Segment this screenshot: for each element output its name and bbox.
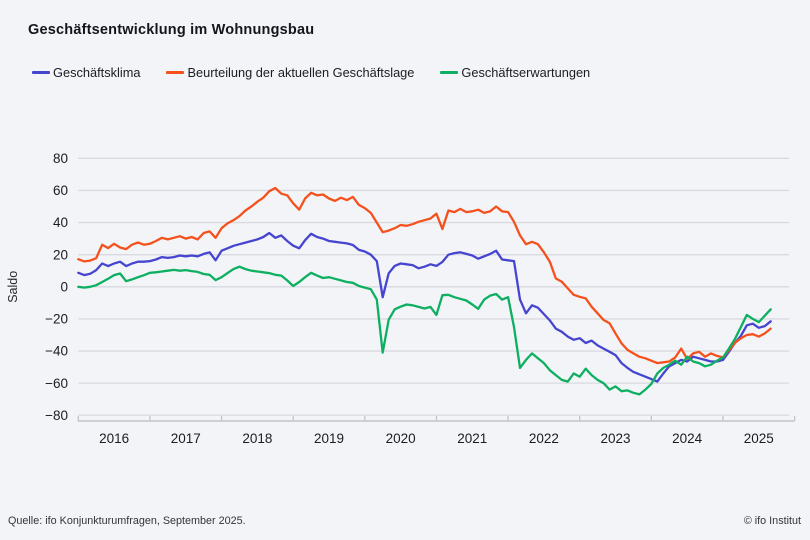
legend-swatch-green-line-icon (440, 71, 459, 74)
x-tick-label-2020: 2020 (386, 431, 416, 446)
x-tick-label-2022: 2022 (529, 431, 559, 446)
legend-item-geschaeftsklima: Geschäftsklima (32, 65, 140, 80)
y-axis-label: Saldo (6, 271, 20, 303)
page-title: Geschäftsentwicklung im Wohnungsbau (28, 22, 315, 38)
x-tick-label-2016: 2016 (99, 431, 129, 446)
x-tick-label-2023: 2023 (601, 431, 631, 446)
series-line-beurteilung-der-aktuellen-gesch-ftslage (77, 186, 772, 365)
copyright-note: © ifo Institut (743, 515, 801, 527)
legend-label: Geschäftsklima (53, 65, 141, 80)
legend-swatch-orange-line-icon (166, 71, 185, 74)
chart-legend: Geschäftsklima Beurteilung der aktuellen… (32, 65, 590, 80)
legend-swatch-blue-line-icon (32, 71, 50, 74)
y-tick-label: −20 (45, 312, 68, 327)
legend-item-geschaeftslage: Beurteilung der aktuellen Geschäftslage (166, 65, 414, 80)
y-tick-label: 60 (53, 183, 68, 198)
source-note: Quelle: ifo Konjunkturumfragen, Septembe… (8, 515, 246, 527)
series-line-gesch-ftsklima (77, 231, 772, 383)
x-tick-label-2017: 2017 (171, 431, 201, 446)
x-tick-label-2021: 2021 (457, 431, 487, 446)
y-tick-label: 0 (60, 279, 68, 294)
legend-label: Geschäftserwartungen (461, 65, 591, 80)
series-line-gesch-ftserwartungen (77, 265, 772, 396)
y-tick-label: −60 (45, 376, 68, 391)
y-tick-label: 80 (53, 151, 68, 166)
x-tick-label-2019: 2019 (314, 431, 344, 446)
y-tick-label: 40 (53, 215, 68, 230)
x-tick-label-2024: 2024 (672, 431, 703, 446)
x-tick-label-2018: 2018 (242, 431, 272, 446)
x-tick-label-2025: 2025 (744, 431, 774, 446)
legend-item-geschaeftserwartungen: Geschäftserwartungen (440, 65, 590, 80)
y-tick-label: −40 (45, 344, 68, 359)
legend-label: Beurteilung der aktuellen Geschäftslage (187, 65, 415, 80)
y-tick-label: −80 (45, 408, 68, 423)
y-tick-label: 20 (53, 247, 68, 262)
